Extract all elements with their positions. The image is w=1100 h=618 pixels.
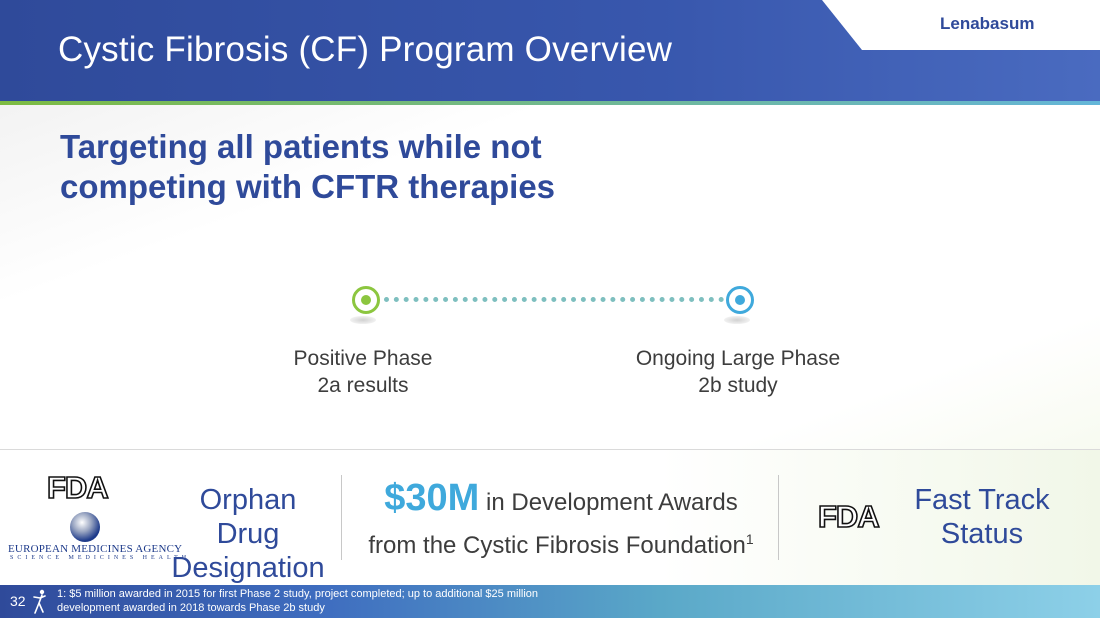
- footnote-line: development awarded in 2018 towards Phas…: [57, 602, 325, 614]
- fast-track-line: Fast Track: [914, 484, 1050, 516]
- milestone-phase-2a: Positive Phase 2a results: [270, 345, 456, 399]
- timeline-connector: [384, 297, 724, 302]
- awards-text: in Development Awards: [486, 489, 738, 516]
- footnote-line: 1: $5 million awarded in 2015 for first …: [57, 588, 539, 600]
- vertical-divider: [341, 475, 342, 560]
- awards-line-2: from the Cystic Fibrosis Foundation1: [356, 523, 766, 562]
- vertical-divider: [778, 475, 779, 560]
- brand-tab: [822, 0, 1100, 50]
- brand-name: Lenabasum: [940, 14, 1035, 33]
- ema-logo-icon: [70, 512, 100, 542]
- ema-logo-name: EUROPEAN MEDICINES AGENCY: [8, 543, 183, 555]
- fast-track-status: Fast Track Status: [900, 483, 1064, 551]
- awards-amount: $30M: [384, 477, 480, 519]
- awards-foundation: from the Cystic Fibrosis Foundation: [368, 532, 746, 559]
- page-number: 32: [10, 593, 26, 609]
- fast-track-line: Status: [940, 518, 1024, 550]
- milestone-blue-dot-icon: [726, 286, 754, 314]
- milestone-shadow: [350, 316, 376, 324]
- orphan-line: Orphan Drug: [199, 484, 297, 550]
- timeline: [340, 280, 760, 330]
- milestone-label-line: 2b study: [698, 374, 778, 397]
- highlights-band: [0, 450, 1100, 585]
- orphan-drug-designation: Orphan Drug Designation: [166, 483, 330, 585]
- person-figure-icon: [33, 589, 46, 614]
- ema-logo-tagline: SCIENCE MEDICINES HEALTH: [10, 555, 191, 561]
- footnote: 1: $5 million awarded in 2015 for first …: [57, 587, 617, 615]
- subtitle-line-1: Targeting all patients while not: [60, 128, 542, 165]
- orphan-line: Designation: [171, 552, 325, 584]
- milestone-green-dot-icon: [352, 286, 380, 314]
- band-divider: [0, 449, 1100, 450]
- milestone-label-line: Ongoing Large Phase: [635, 347, 841, 370]
- fda-logo: FDA: [817, 498, 880, 535]
- header-accent-line: [0, 101, 1100, 105]
- footer-bar: 32 1: $5 million awarded in 2015 for fir…: [0, 585, 1100, 618]
- slide-title: Cystic Fibrosis (CF) Program Overview: [58, 30, 673, 69]
- slide-subtitle: Targeting all patients while not competi…: [60, 127, 555, 207]
- fda-logo: FDA: [46, 469, 109, 506]
- subtitle-line-2: competing with CFTR therapies: [60, 168, 556, 205]
- milestone-shadow: [724, 316, 750, 324]
- milestone-phase-2b: Ongoing Large Phase 2b study: [620, 345, 856, 399]
- footnote-ref: 1: [745, 531, 754, 547]
- development-awards: $30M in Development Awards from the Cyst…: [356, 478, 766, 562]
- awards-line-1: $30M in Development Awards: [356, 478, 766, 523]
- milestone-label-line: 2a results: [317, 374, 409, 397]
- milestone-label-line: Positive Phase: [293, 347, 433, 370]
